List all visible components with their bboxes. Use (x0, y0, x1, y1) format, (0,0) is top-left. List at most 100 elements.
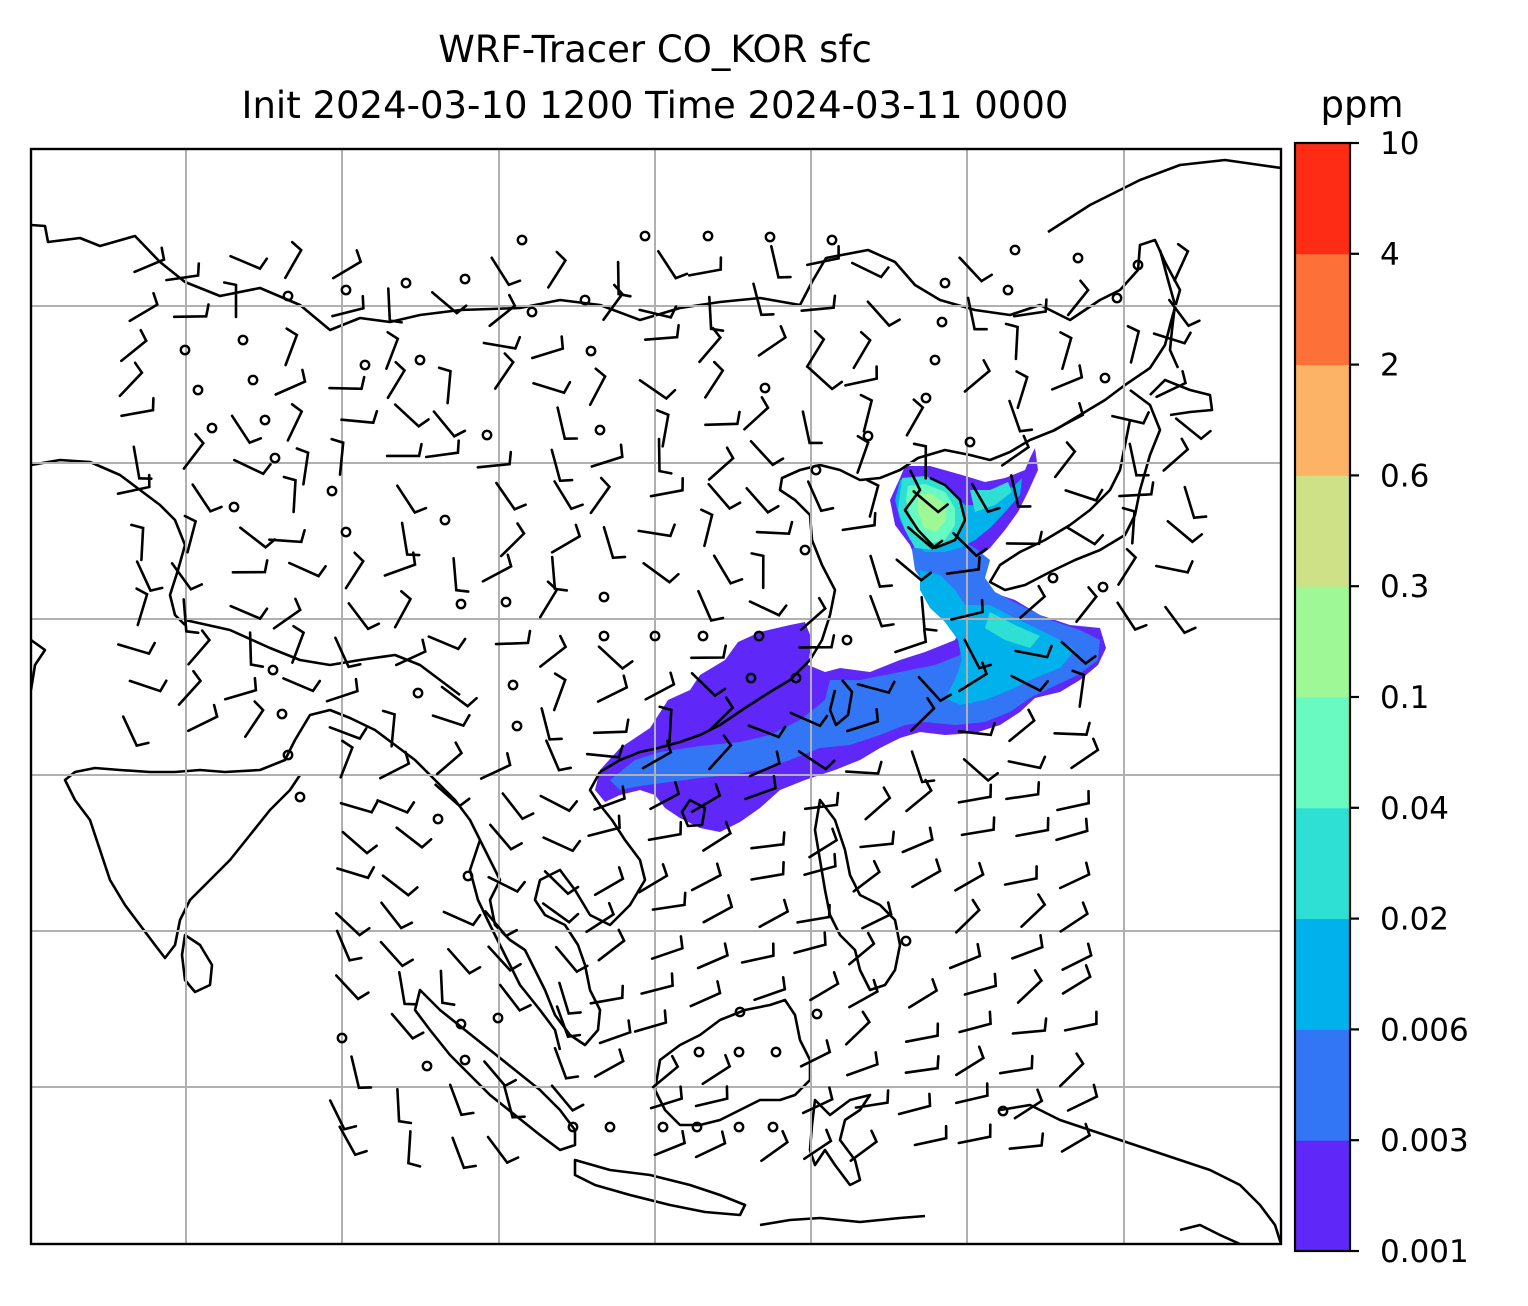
wind-barb (690, 672, 727, 698)
wind-barb (1056, 789, 1091, 812)
colorbar-tick-label: 4 (1380, 237, 1400, 273)
wind-barb (494, 629, 532, 646)
colorbar-band (1295, 364, 1350, 476)
wind-barb-calm (359, 359, 371, 371)
wind-barb (484, 910, 518, 938)
wind-barb-calm (826, 234, 838, 246)
wind-barb (387, 287, 403, 324)
wind-barb (640, 972, 674, 995)
coastline-arabian (31, 638, 47, 691)
wind-barb (540, 707, 563, 741)
wind-barb (1121, 506, 1136, 545)
wind-barb (1066, 1083, 1099, 1112)
wind-barb (866, 300, 901, 328)
colorbar-tick-label: 0.006 (1380, 1012, 1469, 1048)
wind-barb (1050, 364, 1084, 391)
wind-barb-calm (657, 1121, 669, 1133)
wind-barb (1059, 331, 1073, 370)
wind-barb (239, 526, 276, 549)
wind-barb (223, 676, 258, 701)
wind-barb (750, 552, 765, 590)
wind-barb-calm (421, 1060, 433, 1072)
wind-barb (649, 477, 684, 498)
wind-barb (958, 256, 993, 283)
wind-barb (1061, 964, 1092, 995)
wind-barb (908, 978, 939, 1009)
wind-barb (229, 254, 269, 271)
wind-barb (905, 398, 925, 437)
wind-barb (547, 250, 568, 289)
wind-barb (962, 758, 999, 783)
wind-barb-calm (841, 634, 853, 646)
wind-barb (958, 661, 989, 693)
wind-barb-calm (516, 234, 528, 246)
wind-barb (132, 445, 153, 480)
wind-barb-calm (697, 630, 709, 642)
wind-barb (554, 945, 589, 974)
wind-barb (963, 359, 992, 393)
wind-barb-calm (693, 1046, 705, 1058)
wind-barb (952, 532, 988, 558)
gridlines (31, 149, 1281, 1244)
wind-barb (950, 598, 984, 621)
wind-barb (970, 482, 1001, 514)
wind-barb (905, 778, 933, 813)
wind-barb (334, 636, 362, 669)
wind-barb (495, 481, 527, 511)
wind-barb-calm (276, 708, 288, 720)
wind-barb (133, 246, 166, 274)
wind-barb (801, 1086, 834, 1115)
wind-barb (183, 514, 198, 554)
wind-barb (740, 942, 775, 964)
colorbar-tick-label: 0.02 (1380, 902, 1449, 938)
wind-barb (381, 709, 396, 748)
wind-barb (748, 600, 788, 617)
wind-barb (913, 1124, 948, 1147)
wind-barb (707, 482, 742, 511)
wind-barb (282, 677, 322, 693)
wind-barb-calm (790, 672, 802, 684)
wind-barb-calm (799, 544, 811, 556)
wind-barb (1152, 331, 1192, 345)
colorbar-band (1295, 807, 1350, 920)
wind-barb (957, 722, 996, 737)
wind-barb-calm (764, 231, 776, 243)
colorbar-unit-label: ppm (1320, 83, 1403, 126)
colorbar-band (1295, 1029, 1350, 1141)
wind-barb (690, 782, 722, 813)
wind-barb (398, 971, 418, 1006)
coastline-north-asia (31, 223, 1182, 332)
wind-barb-calm (811, 1008, 823, 1020)
wind-barb (1012, 298, 1048, 318)
wind-barb (796, 903, 831, 924)
wind-barb (291, 624, 306, 664)
wind-barb (1053, 441, 1077, 479)
wind-barb (744, 774, 777, 801)
wind-barb-calm (459, 273, 471, 285)
wind-barb (859, 830, 895, 849)
wind-barb (799, 596, 827, 631)
wind-barb (1060, 1122, 1092, 1153)
colorbar-band (1295, 586, 1350, 698)
wind-barb-calm (585, 345, 597, 357)
wind-barb (757, 325, 788, 357)
wind-barb (437, 366, 452, 405)
wind-barb (1058, 1052, 1085, 1088)
wind-barb (651, 1054, 680, 1089)
wind-barb (596, 674, 629, 703)
wind-barb-calm (267, 664, 279, 676)
colorbar-band (1295, 253, 1350, 366)
wind-barb (1000, 434, 1031, 467)
wind-barb (801, 410, 823, 445)
wind-barb (945, 556, 981, 575)
wind-barb (748, 750, 781, 778)
wind-barb (336, 866, 376, 880)
wind-barb (120, 396, 155, 418)
wind-barb-calm (400, 277, 412, 289)
wind-barb (431, 713, 471, 728)
wind-barb (960, 816, 996, 837)
wind-barb (657, 437, 673, 475)
wind-barb-calm (282, 290, 294, 302)
wind-barb-calm (649, 630, 661, 642)
wind-barb (689, 980, 722, 1008)
